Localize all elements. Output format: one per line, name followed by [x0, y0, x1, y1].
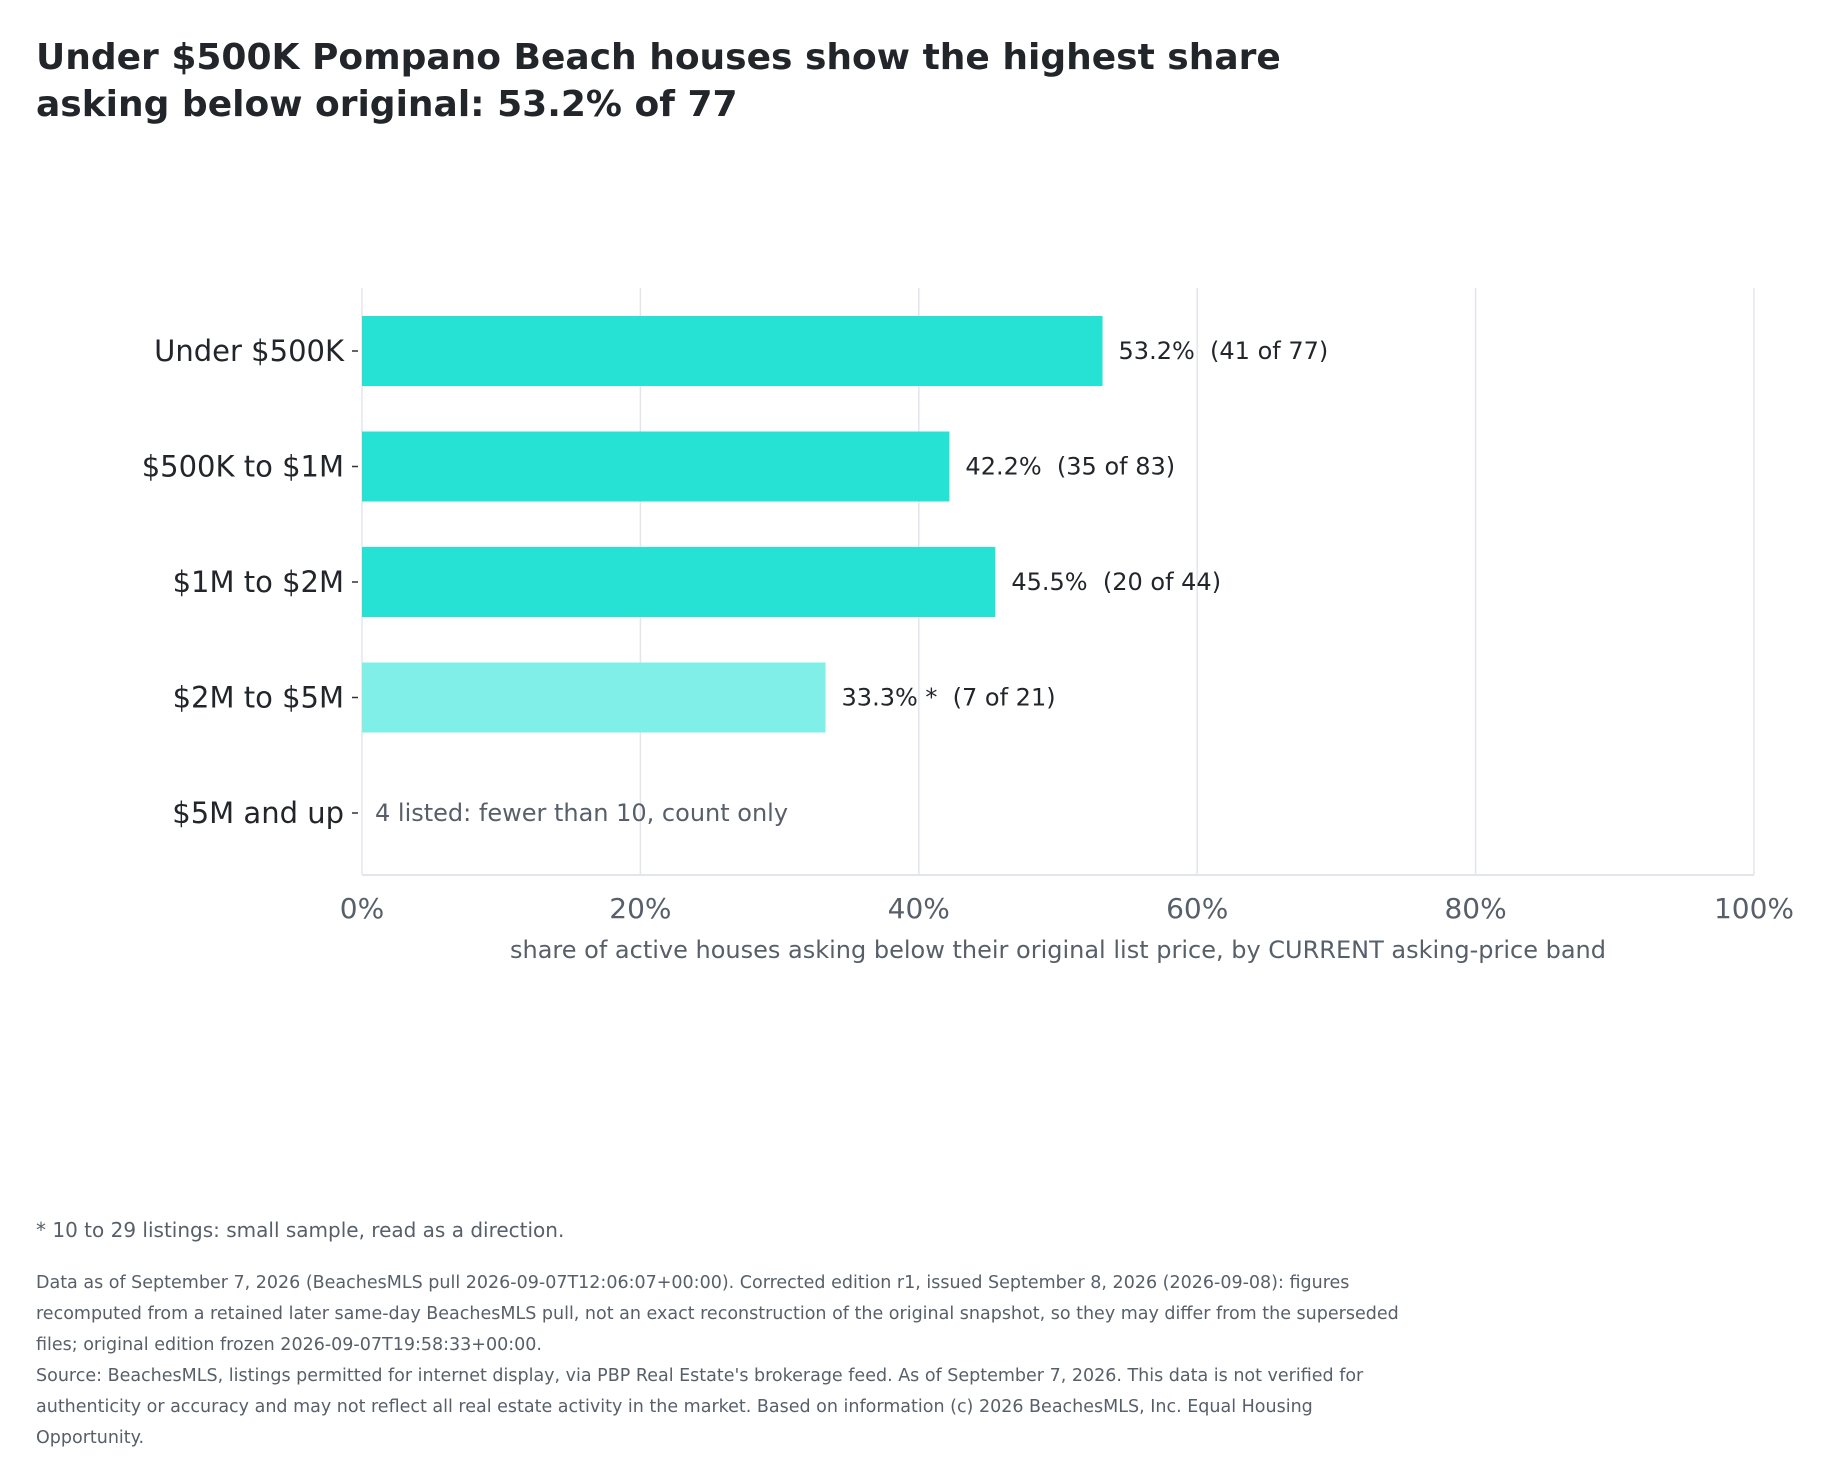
x-tick-label: 80%: [1444, 892, 1506, 925]
data-as-of-note: Data as of September 7, 2026 (BeachesMLS…: [36, 1273, 1399, 1355]
bar-value-label: 53.2% (41 of 77): [1119, 337, 1329, 365]
count-only-note: 4 listed: fewer than 10, count only: [375, 799, 788, 827]
bar-value-label: 33.3% * (7 of 21): [842, 684, 1056, 712]
bar-value-label: 45.5% (20 of 44): [1011, 568, 1221, 596]
x-tick-label: 20%: [609, 892, 671, 925]
bar: [362, 316, 1103, 386]
x-tick-label: 60%: [1166, 892, 1228, 925]
source-note: Source: BeachesMLS, listings permitted f…: [36, 1366, 1364, 1448]
y-category-label: $500K to $1M: [142, 450, 344, 484]
x-tick-label: 0%: [340, 892, 384, 925]
source-notes: Data as of September 7, 2026 (BeachesMLS…: [36, 1268, 1406, 1454]
y-category-label: $2M to $5M: [173, 681, 344, 715]
y-category-label: Under $500K: [154, 334, 345, 368]
small-sample-footnote: * 10 to 29 listings: small sample, read …: [36, 1218, 565, 1242]
y-category-label: $1M to $2M: [173, 565, 344, 599]
bar: [362, 547, 996, 617]
bar: [362, 662, 826, 733]
x-axis-title: share of active houses asking below thei…: [510, 936, 1606, 964]
bar: [362, 431, 950, 502]
chart-title: Under $500K Pompano Beach houses show th…: [36, 37, 1281, 125]
bar-value-label: 42.2% (35 of 83): [965, 453, 1175, 481]
y-category-label: $5M and up: [172, 796, 344, 830]
bar-chart: 0% 20% 40% 60% 80% 100% share of active houses…: [142, 288, 1794, 964]
x-tick-label: 100%: [1714, 892, 1794, 925]
x-tick-label: 40%: [888, 892, 950, 925]
